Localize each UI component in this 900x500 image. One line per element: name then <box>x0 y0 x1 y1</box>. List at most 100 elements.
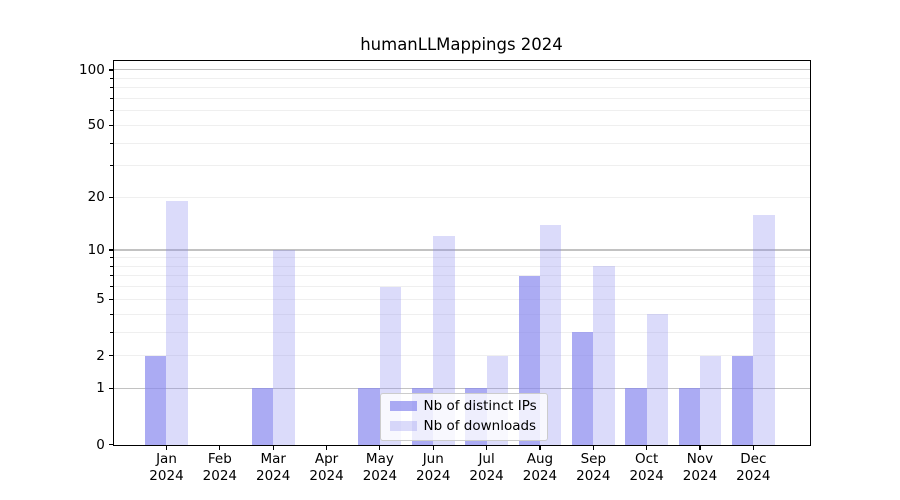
legend-swatch-downloads <box>389 420 417 432</box>
y-tick <box>108 249 113 251</box>
y-tick <box>108 387 113 390</box>
bar-nov-downloads <box>699 355 722 445</box>
y-tick <box>108 69 113 71</box>
minor-gridline <box>113 298 811 300</box>
x-tick <box>485 446 488 451</box>
x-tick-label-jul: Jul 2024 <box>442 451 532 486</box>
x-tick <box>432 446 434 451</box>
bar-dec-downloads <box>753 214 775 445</box>
bar-sep-downloads <box>593 266 615 445</box>
legend-row-distinct-ips: Nb of distinct IPs <box>381 396 547 416</box>
minor-gridline <box>113 165 811 167</box>
x-tick-year: 2024 <box>576 468 611 485</box>
y-minor-tick <box>110 110 113 112</box>
x-tick-year: 2024 <box>736 468 771 485</box>
bar-oct-distinct-ips <box>625 388 647 445</box>
major-gridline <box>113 249 811 251</box>
x-tick <box>165 446 168 451</box>
x-tick-year: 2024 <box>522 468 558 485</box>
y-tick-label: 50 <box>87 117 105 134</box>
x-tick-label-sep: Sep 2024 <box>548 451 638 486</box>
x-tick-year: 2024 <box>309 468 344 485</box>
y-minor-tick <box>110 313 113 315</box>
bar-nov-distinct-ips <box>678 388 700 445</box>
bar-dec-distinct-ips <box>731 355 754 445</box>
x-tick <box>592 446 594 451</box>
y-minor-tick <box>110 77 113 79</box>
y-tick-label: 1 <box>96 380 105 397</box>
x-tick-month: Jun <box>422 450 444 467</box>
x-tick-month: Feb <box>207 450 232 467</box>
minor-gridline <box>113 87 811 89</box>
y-tick-label: 2 <box>96 347 105 364</box>
legend-label-distinct-ips: Nb of distinct IPs <box>423 398 537 414</box>
minor-gridline <box>113 98 811 100</box>
y-tick-label: 20 <box>87 189 105 206</box>
x-tick <box>699 446 701 451</box>
bar-jan-distinct-ips <box>145 355 167 445</box>
x-tick <box>379 446 381 451</box>
x-tick-year: 2024 <box>682 468 718 485</box>
legend-label-downloads: Nb of downloads <box>423 418 537 434</box>
minor-gridline <box>113 355 811 357</box>
major-gridline <box>113 69 811 71</box>
x-tick <box>325 446 328 451</box>
x-tick-label-may: May 2024 <box>335 451 425 486</box>
y-minor-tick <box>110 265 113 267</box>
minor-gridline <box>113 196 811 198</box>
y-tick-label: 5 <box>96 291 105 308</box>
x-tick <box>752 446 754 451</box>
x-tick-label-aug: Aug 2024 <box>495 451 585 486</box>
x-tick <box>539 446 541 451</box>
x-tick-year: 2024 <box>256 468 291 485</box>
y-minor-tick <box>110 98 113 100</box>
minor-gridline <box>113 142 811 144</box>
x-tick-month: May <box>365 450 394 467</box>
x-tick <box>272 446 274 451</box>
major-gridline <box>113 387 811 390</box>
bar-aug-downloads <box>539 224 562 445</box>
plot-area: 0 1 2 5 10 20 50 100 Jan 2024 Feb 2024 Mar 2024 Apr 202… <box>79 59 812 484</box>
x-tick-month: Jul <box>478 450 495 467</box>
x-tick-year: 2024 <box>416 468 451 485</box>
x-tick-label-feb: Feb 2024 <box>175 451 265 486</box>
x-tick-year: 2024 <box>469 468 504 485</box>
x-tick-year: 2024 <box>362 468 398 485</box>
bar-oct-downloads <box>646 314 669 445</box>
x-tick-year: 2024 <box>202 468 238 485</box>
legend: Nb of distinct IPs Nb of downloads <box>379 392 548 441</box>
x-tick-label-oct: Oct 2024 <box>602 451 692 486</box>
y-tick-label: 100 <box>79 61 105 78</box>
y-minor-tick <box>110 275 113 277</box>
minor-gridline <box>113 313 811 315</box>
y-tick-label: 0 <box>96 436 105 453</box>
minor-gridline <box>113 275 811 277</box>
x-tick-label-jun: Jun 2024 <box>388 451 478 486</box>
y-tick <box>108 196 113 199</box>
x-tick-year: 2024 <box>149 468 184 485</box>
y-minor-tick <box>110 286 113 288</box>
x-tick <box>646 446 648 451</box>
y-tick <box>108 354 113 357</box>
x-tick-month: Jan <box>156 450 177 467</box>
x-tick-year: 2024 <box>629 468 664 485</box>
x-tick-label-mar: Mar 2024 <box>228 451 318 486</box>
bar-sep-distinct-ips <box>571 332 594 445</box>
x-tick-label-jan: Jan 2024 <box>121 451 211 486</box>
x-tick-label-apr: Apr 2024 <box>282 451 372 486</box>
x-tick-month: Oct <box>634 450 659 467</box>
x-tick-label-dec: Dec 2024 <box>708 451 798 486</box>
y-tick <box>108 124 113 126</box>
y-tick <box>108 298 113 300</box>
y-minor-tick <box>110 142 113 144</box>
bar-jan-downloads <box>166 201 188 445</box>
chart-title: humanLLMappings 2024 <box>360 35 563 54</box>
x-tick-label-nov: Nov 2024 <box>655 451 745 486</box>
y-minor-tick <box>110 165 113 167</box>
y-tick <box>108 444 113 446</box>
y-minor-tick <box>110 87 113 89</box>
minor-gridline <box>113 331 811 333</box>
minor-gridline <box>113 110 811 112</box>
y-minor-tick <box>110 331 113 333</box>
